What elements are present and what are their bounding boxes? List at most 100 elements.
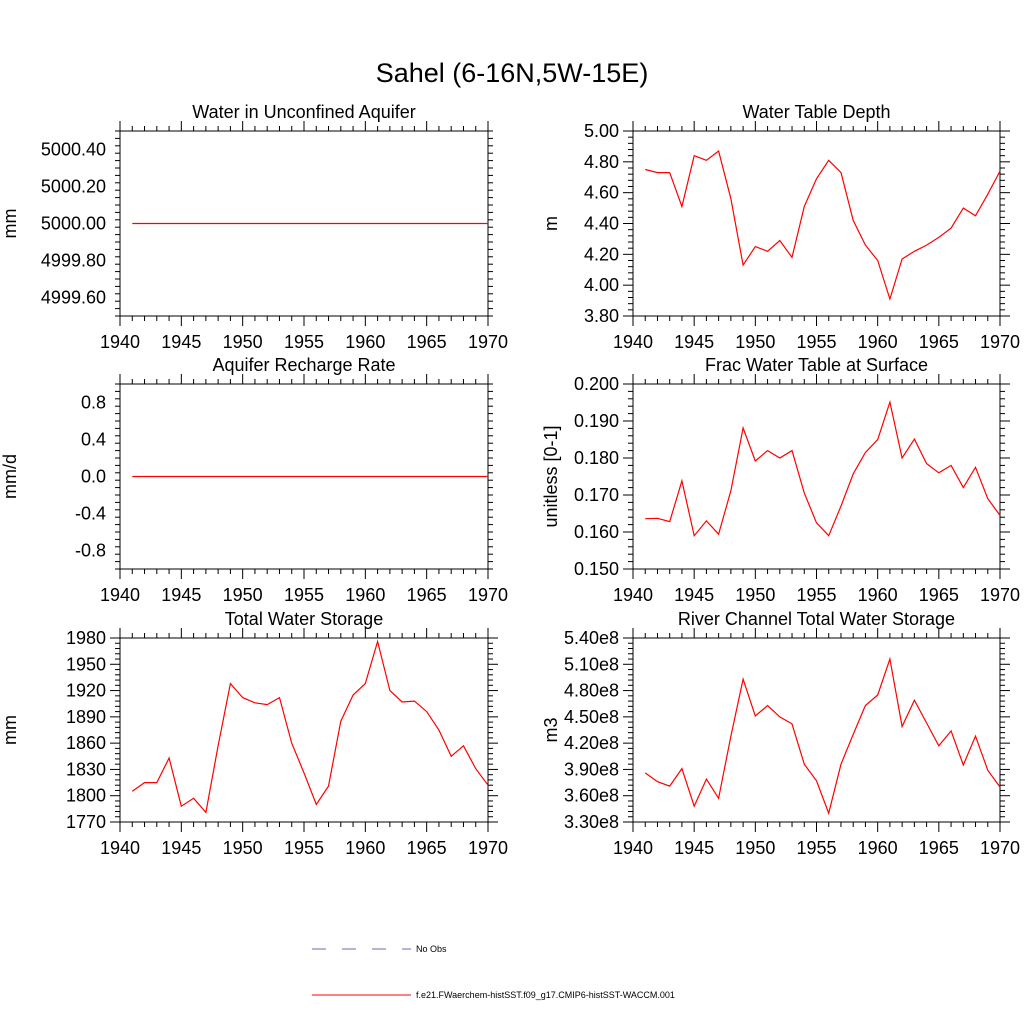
x-tick-label: 1940 [613,585,653,605]
x-tick-label: 1945 [161,332,201,352]
y-tick-label: 5000.20 [41,177,106,197]
x-tick-label: 1970 [468,838,508,858]
series-line-model [644,656,1001,816]
figure-title: Sahel (6-16N,5W-15E) [376,58,649,88]
x-tick-label: 1965 [407,585,447,605]
x-tick-label: 1950 [223,838,263,858]
y-axis-label: mm [0,715,20,745]
panel-2: Water Table Depth m 1940 1945 1950 1955 1960 19… [541,102,1020,352]
x-tick-label: 1970 [468,585,508,605]
x-tick-label: 1955 [284,838,324,858]
x-tick-label: 1940 [100,585,140,605]
y-tick-label: -0.8 [75,541,106,561]
y-tick-label: 5.10e8 [564,654,619,674]
x-tick-label: 1940 [100,838,140,858]
panel-title: Water Table Depth [742,102,890,122]
x-tick-label: 1965 [919,838,959,858]
y-tick-label: -0.4 [75,504,106,524]
x-tick-label: 1950 [735,838,775,858]
panel-title: Frac Water Table at Surface [705,355,928,375]
panel-title: River Channel Total Water Storage [678,609,955,629]
y-tick-label: 1800 [66,786,106,806]
x-tick-label: 1950 [223,332,263,352]
y-tick-label: 1980 [66,628,106,648]
y-tick-label: 4999.80 [41,251,106,271]
panel-1: Water in Unconfined Aquifer mm 1940 1945 195… [0,102,508,352]
y-tick-label: 5.40e8 [564,628,619,648]
x-tick-label: 1970 [468,332,508,352]
y-tick-label: 1830 [66,759,106,779]
x-tick-label: 1945 [674,838,714,858]
y-tick-label: 3.30e8 [564,812,619,832]
panel-6: River Channel Total Water Storage m3 1940 1… [541,609,1020,858]
series-line-model [645,399,1001,538]
x-tick-label: 1955 [284,585,324,605]
y-tick-label: 0.0 [81,467,106,487]
y-tick-label: 3.80 [584,306,619,326]
y-axis-label: m [541,216,561,231]
series-line-model [131,639,489,814]
y-tick-label: 5000.40 [41,140,106,160]
x-tick-label: 1940 [100,332,140,352]
x-tick-label: 1955 [796,332,836,352]
y-tick-label: 1770 [66,812,106,832]
plot-frame [119,637,489,823]
x-tick-label: 1955 [796,838,836,858]
plot-frame [632,383,1001,570]
y-tick-label: 1890 [66,707,106,727]
legend: No Obs f.e21.FWaerchem-histSST.f09_g17.C… [312,944,675,1000]
y-tick-label: 4.00 [584,275,619,295]
x-tick-label: 1960 [345,838,385,858]
x-tick-label: 1950 [223,585,263,605]
x-tick-label: 1945 [674,332,714,352]
x-tick-label: 1970 [980,838,1020,858]
x-tick-label: 1955 [796,585,836,605]
x-tick-label: 1960 [345,585,385,605]
legend-model-label: f.e21.FWaerchem-histSST.f09_g17.CMIP6-hi… [416,990,675,1000]
y-tick-label: 0.160 [574,522,619,542]
panel-title: Total Water Storage [225,609,383,629]
panel-4: Frac Water Table at Surface unitless [0-1… [541,355,1020,605]
y-tick-label: 0.190 [574,411,619,431]
x-tick-label: 1940 [613,838,653,858]
y-tick-label: 0.200 [574,374,619,394]
x-tick-label: 1960 [858,838,898,858]
x-tick-label: 1965 [407,332,447,352]
x-tick-label: 1965 [919,585,959,605]
y-axis-label: unitless [0-1] [541,425,561,527]
y-tick-label: 4999.60 [41,288,106,308]
panel-5: Total Water Storage mm 1940 1945 1950 1955 196… [0,609,508,858]
x-tick-label: 1965 [407,838,447,858]
y-tick-label: 4.50e8 [564,707,619,727]
panel-title: Aquifer Recharge Rate [212,355,395,375]
legend-obs-label: No Obs [416,944,447,954]
y-tick-label: 4.20e8 [564,733,619,753]
y-tick-label: 0.4 [81,430,106,450]
y-tick-label: 5.00 [584,121,619,141]
x-tick-label: 1970 [980,332,1020,352]
y-tick-label: 1920 [66,681,106,701]
y-tick-label: 0.8 [81,393,106,413]
plot-frame [632,130,1001,317]
y-axis-label: mm/d [0,454,20,499]
y-tick-label: 4.80e8 [564,681,619,701]
x-tick-label: 1940 [613,332,653,352]
y-tick-label: 4.60 [584,183,619,203]
x-tick-label: 1945 [674,585,714,605]
x-tick-label: 1960 [858,332,898,352]
x-tick-label: 1955 [284,332,324,352]
y-tick-label: 3.60e8 [564,786,619,806]
chart-panels: Water in Unconfined Aquifer mm 1940 1945 195… [0,102,1020,858]
y-tick-label: 3.90e8 [564,759,619,779]
x-tick-label: 1965 [919,332,959,352]
y-tick-label: 5000.00 [41,214,106,234]
y-tick-label: 0.150 [574,559,619,579]
x-tick-label: 1950 [735,585,775,605]
y-tick-label: 0.180 [574,448,619,468]
x-tick-label: 1945 [161,838,201,858]
x-tick-label: 1950 [735,332,775,352]
y-tick-label: 4.20 [584,244,619,264]
y-tick-label: 4.40 [584,214,619,234]
panel-3: Aquifer Recharge Rate mm/d 1940 1945 1950 195… [0,355,508,605]
